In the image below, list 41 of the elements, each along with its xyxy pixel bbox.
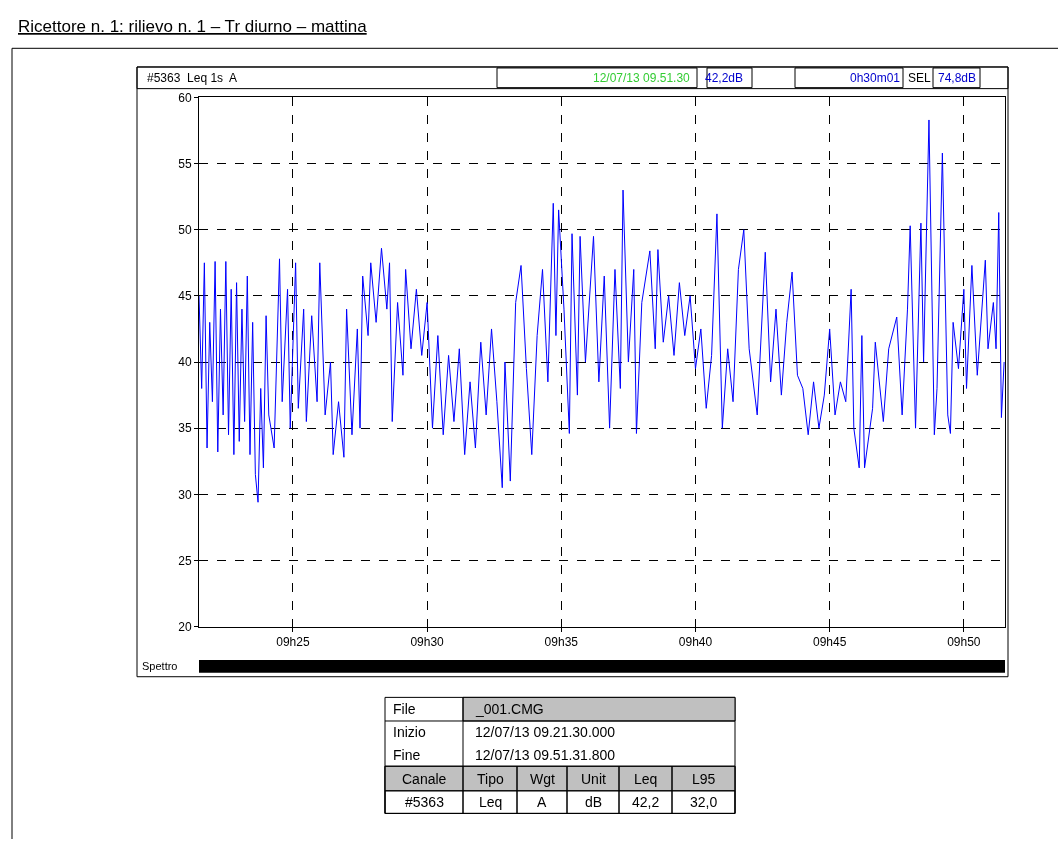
y-tick-label: 50 bbox=[178, 222, 192, 237]
y-tick-label: 55 bbox=[178, 156, 192, 171]
text: SEL bbox=[908, 71, 932, 85]
text: #5363 bbox=[405, 794, 445, 810]
text: A bbox=[537, 794, 547, 810]
text: Spettro bbox=[142, 660, 178, 672]
text: 12/07/13 09.21.30.000 bbox=[475, 724, 616, 740]
x-tick-label: 09h50 bbox=[947, 634, 981, 649]
x-tick-label: 09h25 bbox=[276, 634, 310, 649]
y-tick-label: 30 bbox=[178, 487, 192, 502]
text: Leq bbox=[634, 771, 658, 787]
y-tick-label: 35 bbox=[178, 421, 192, 436]
text: 0h30m01 bbox=[850, 71, 901, 85]
text: Leq bbox=[479, 794, 503, 810]
text: dB bbox=[585, 794, 603, 810]
x-tick-label: 09h30 bbox=[410, 634, 445, 649]
x-tick-label: 09h45 bbox=[812, 634, 847, 649]
text: Inizio bbox=[393, 724, 426, 740]
y-tick-label: 45 bbox=[178, 289, 192, 304]
y-tick-label: 20 bbox=[178, 619, 192, 634]
text: 74,8dB bbox=[938, 71, 977, 85]
x-tick-label: 09h40 bbox=[678, 634, 713, 649]
text: 42,2 bbox=[632, 794, 660, 810]
text: 12/07/13 09.51.30 bbox=[593, 71, 691, 85]
text: #5363 Leq 1s A bbox=[147, 71, 238, 85]
text: 42,2dB bbox=[705, 71, 744, 85]
x-tick-label: 09h35 bbox=[544, 634, 579, 649]
text: Wgt bbox=[530, 771, 555, 787]
text: _001.CMG bbox=[475, 701, 544, 717]
text: Unit bbox=[581, 771, 607, 787]
text: L95 bbox=[692, 771, 716, 787]
y-tick-label: 60 bbox=[178, 90, 192, 105]
text: Canale bbox=[402, 771, 447, 787]
text: 32,0 bbox=[690, 794, 718, 810]
text: Fine bbox=[393, 747, 421, 763]
text: File bbox=[393, 701, 416, 717]
y-tick-label: 40 bbox=[178, 355, 192, 370]
chart-title: Ricettore n. 1: rilievo n. 1 – Tr diurno – mattina bbox=[18, 17, 368, 36]
text: 12/07/13 09.51.31.800 bbox=[475, 747, 616, 763]
text: Tipo bbox=[477, 771, 504, 787]
y-tick-label: 25 bbox=[178, 553, 192, 568]
